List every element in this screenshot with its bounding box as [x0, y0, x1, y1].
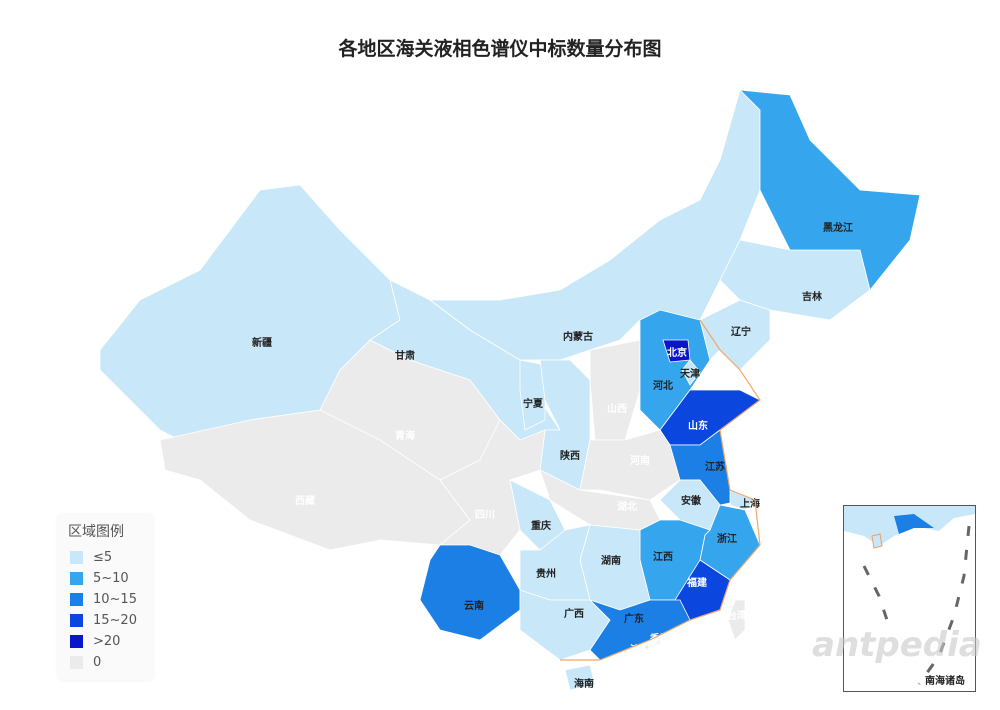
province-25[interactable] — [579, 524, 651, 611]
watermark: antpedia — [812, 625, 982, 665]
province-13[interactable] — [738, 89, 921, 291]
province-27[interactable] — [419, 544, 521, 641]
province-label: 辽宁 — [731, 325, 751, 338]
province-label: 内蒙古 — [563, 330, 593, 343]
province-31[interactable] — [727, 599, 746, 641]
province-label: 宁夏 — [523, 397, 544, 410]
province-label: 吉林 — [802, 290, 823, 303]
province-label: 贵州 — [536, 567, 556, 580]
legend-title: 区域图例 — [68, 524, 124, 540]
inset-map — [844, 506, 975, 685]
province-label: 湖北 — [617, 500, 637, 513]
legend-item[interactable]: 10~15 — [70, 589, 153, 610]
province-label: 新疆 — [252, 336, 272, 349]
province-label: 安徽 — [681, 494, 702, 507]
dashed-line — [862, 565, 891, 627]
province-label: 河北 — [653, 379, 673, 392]
province-32[interactable] — [654, 639, 661, 645]
map-title: 各地区海关液相色谱仪中标数量分布图 — [338, 38, 662, 60]
province-label: 海南 — [574, 677, 594, 690]
legend-swatch — [70, 572, 83, 585]
legend: 区域图例 ≤5 5~10 10~15 15~20 >20 0 — [58, 515, 153, 680]
province-label: 西藏 — [295, 494, 315, 507]
province-label: 江苏 — [705, 460, 725, 473]
legend-item[interactable]: 5~10 — [70, 568, 153, 589]
legend-label: 15~20 — [93, 613, 137, 628]
legend-item[interactable]: 15~20 — [70, 610, 153, 631]
south-china-sea-inset: 南海诸岛 — [843, 505, 976, 692]
legend-swatch — [70, 614, 83, 627]
legend-item[interactable]: 0 — [70, 652, 153, 673]
legend-swatch — [70, 635, 83, 648]
province-label: 陕西 — [560, 449, 580, 462]
province-label: 甘肃 — [395, 349, 415, 362]
legend-swatch — [70, 593, 83, 606]
province-label: 江西 — [653, 550, 673, 563]
legend-label: >20 — [93, 634, 121, 649]
dashed-line — [917, 525, 971, 685]
province-label: 上海 — [740, 497, 760, 510]
province-label: 香港 — [650, 632, 671, 645]
province-label: 台湾 — [727, 609, 747, 622]
province-label: 黑龙江 — [823, 221, 853, 234]
province-label: 广东 — [624, 612, 644, 625]
legend-label: 10~15 — [93, 592, 137, 607]
legend-swatch — [70, 656, 83, 669]
province-label: 山西 — [607, 402, 627, 415]
province-label: 重庆 — [531, 519, 551, 532]
province-label: 浙江 — [717, 532, 737, 545]
province-label: 河南 — [630, 454, 650, 467]
province-label: 山东 — [688, 419, 708, 432]
province-30[interactable] — [564, 664, 596, 691]
legend-swatch — [70, 551, 83, 564]
legend-label: 5~10 — [93, 571, 129, 586]
province-label: 青海 — [395, 429, 415, 442]
province-label: 福建 — [686, 576, 708, 589]
province-33[interactable] — [644, 644, 650, 650]
province-label: 四川 — [475, 509, 495, 521]
province-label: 北京 — [667, 346, 687, 359]
province-7[interactable] — [589, 339, 641, 441]
legend-label: ≤5 — [93, 550, 113, 565]
legend-item[interactable]: >20 — [70, 631, 153, 652]
province-label: 澳门 — [630, 643, 650, 656]
province-10[interactable] — [681, 359, 701, 386]
province-label: 广西 — [564, 607, 584, 620]
province-label: 天津 — [680, 367, 700, 380]
inset-hainan — [871, 533, 883, 549]
legend-label: 0 — [93, 655, 102, 670]
inset-title: 南海诸岛 — [925, 676, 965, 687]
coastline — [560, 319, 761, 661]
legend-item[interactable]: ≤5 — [70, 547, 153, 568]
province-label: 湖南 — [601, 554, 621, 567]
inset-guangdong — [894, 514, 934, 534]
province-label: 云南 — [464, 599, 484, 612]
